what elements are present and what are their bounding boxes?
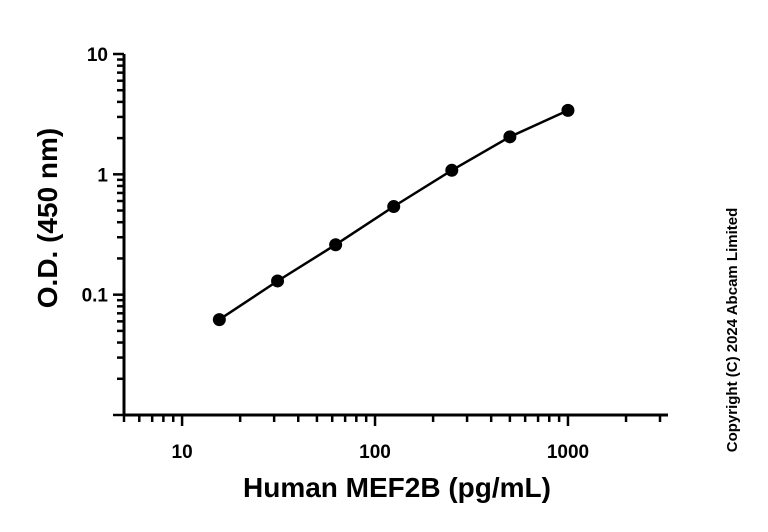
data-points (212, 103, 575, 327)
x-axis-title: Human MEF2B (pg/mL) (243, 472, 551, 503)
x-tick-label: 1000 (547, 442, 589, 463)
data-point (445, 163, 459, 177)
fit-curve-group (218, 109, 570, 321)
copyright-notice: Copyright (C) 2024 Abcam Limited (724, 208, 741, 452)
data-point (329, 238, 343, 252)
x-tick-label: 10 (172, 442, 193, 463)
y-axis-title: O.D. (450 nm) (32, 128, 63, 308)
x-tick-label: 100 (359, 442, 391, 463)
data-point (212, 313, 226, 327)
data-point (387, 200, 401, 214)
y-tick-label: 0.1 (82, 286, 109, 307)
data-point (503, 130, 517, 144)
ticks: 10 100 1000 0.1 1 10 (82, 45, 662, 463)
data-point (271, 274, 285, 288)
axes (122, 54, 668, 417)
fit-curve (218, 109, 570, 321)
y-tick-label: 10 (87, 45, 108, 66)
y-tick-label: 1 (97, 165, 108, 186)
data-point (561, 103, 575, 117)
